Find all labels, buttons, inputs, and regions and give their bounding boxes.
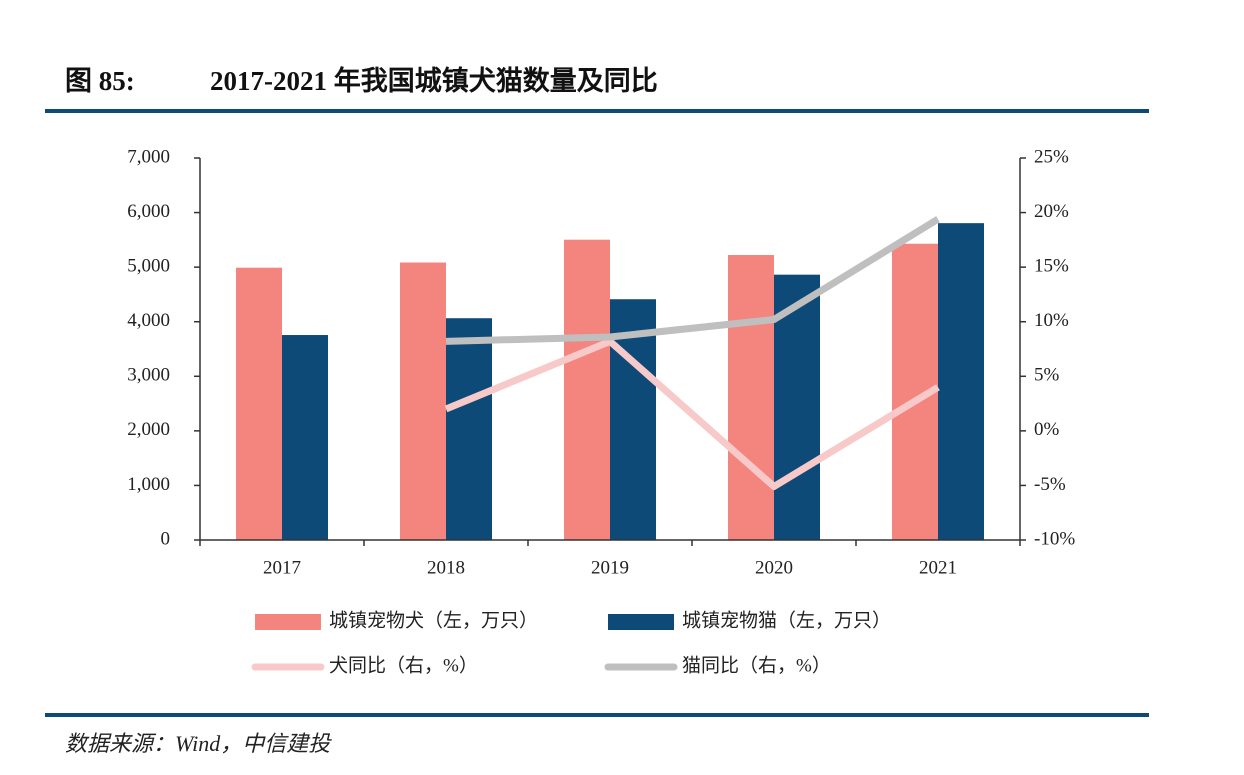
x-tick-label: 2021: [919, 557, 957, 578]
y2-tick-label: 15%: [1034, 256, 1069, 277]
y2-tick-label: -5%: [1034, 474, 1066, 495]
legend-swatch: [608, 614, 674, 630]
bar: [564, 239, 610, 541]
y-tick-label: 0: [161, 528, 171, 549]
bar: [400, 262, 446, 540]
figure-label: 图 85:: [65, 66, 135, 96]
y2-tick-label: 5%: [1034, 365, 1060, 386]
source: 数据来源：Wind，中信建投: [65, 731, 332, 756]
title-rule: [45, 109, 1149, 113]
x-tick-label: 2019: [591, 557, 629, 578]
x-tick-label: 2018: [427, 557, 465, 578]
legend-label: 城镇宠物犬（左，万只）: [329, 609, 538, 631]
y-tick-label: 5,000: [127, 256, 170, 277]
y-tick-label: 1,000: [127, 474, 170, 495]
y2-tick-label: 10%: [1034, 310, 1069, 331]
chart-title: 2017-2021 年我国城镇犬猫数量及同比: [210, 65, 658, 96]
y2-tick-label: -10%: [1034, 528, 1075, 549]
bar: [446, 318, 492, 540]
legend-label: 猫同比（右，%）: [682, 654, 831, 676]
x-tick-label: 2017: [263, 557, 301, 578]
line-series: [445, 216, 940, 345]
y-tick-label: 3,000: [127, 365, 170, 386]
bar: [728, 255, 774, 540]
legend-label: 犬同比（右，%）: [329, 654, 478, 676]
y-tick-label: 4,000: [127, 310, 170, 331]
bar: [236, 267, 282, 540]
line-series: [444, 337, 940, 491]
y-tick-label: 7,000: [127, 146, 170, 167]
y2-tick-label: 0%: [1034, 419, 1060, 440]
y2-tick-label: 20%: [1034, 201, 1069, 222]
bar: [282, 335, 328, 540]
source-rule: [45, 713, 1149, 717]
legend-label: 城镇宠物猫（左，万只）: [682, 609, 891, 631]
bar: [938, 223, 984, 541]
y-tick-label: 2,000: [127, 419, 170, 440]
x-tick-label: 2020: [755, 557, 793, 578]
y-tick-label: 6,000: [127, 201, 170, 222]
y2-tick-label: 25%: [1034, 146, 1069, 167]
legend-swatch: [255, 614, 321, 630]
